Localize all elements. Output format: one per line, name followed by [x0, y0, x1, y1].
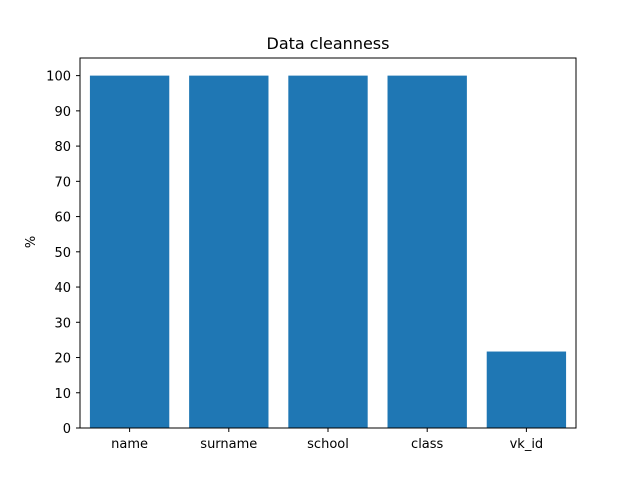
y-tick-label-30: 30 [54, 316, 71, 331]
y-axis-label: % [24, 236, 39, 248]
bar-class [387, 75, 467, 428]
y-tick-label-70: 70 [54, 175, 71, 190]
bar-vk-id [486, 351, 567, 428]
y-tick-label-60: 60 [54, 211, 71, 226]
bar-name [89, 75, 170, 428]
y-tick-label-10: 10 [54, 387, 71, 402]
y-tick-label-80: 80 [54, 140, 71, 155]
x-tick-label-surname: surname [200, 437, 257, 452]
y-tick-label-0: 0 [63, 422, 71, 437]
bars [89, 75, 567, 428]
plot-frame [79, 57, 577, 429]
x-axis-ticks: name surname school class vk_id [111, 428, 543, 452]
y-tick-label-40: 40 [54, 281, 71, 296]
bar-school [288, 75, 368, 428]
x-tick-label-vk-id: vk_id [510, 437, 544, 452]
y-tick-label-50: 50 [54, 246, 71, 261]
bar-surname [189, 75, 269, 428]
y-axis-ticks: 0 10 20 30 40 50 60 70 80 90 100 [46, 70, 80, 437]
x-tick-label-school: school [307, 437, 349, 452]
y-tick-label-90: 90 [54, 105, 71, 120]
chart-title: Data cleanness [267, 34, 390, 53]
x-tick-label-name: name [111, 437, 148, 452]
y-tick-label-20: 20 [54, 352, 71, 367]
y-tick-label-100: 100 [46, 70, 71, 85]
x-tick-label-class: class [411, 437, 443, 452]
